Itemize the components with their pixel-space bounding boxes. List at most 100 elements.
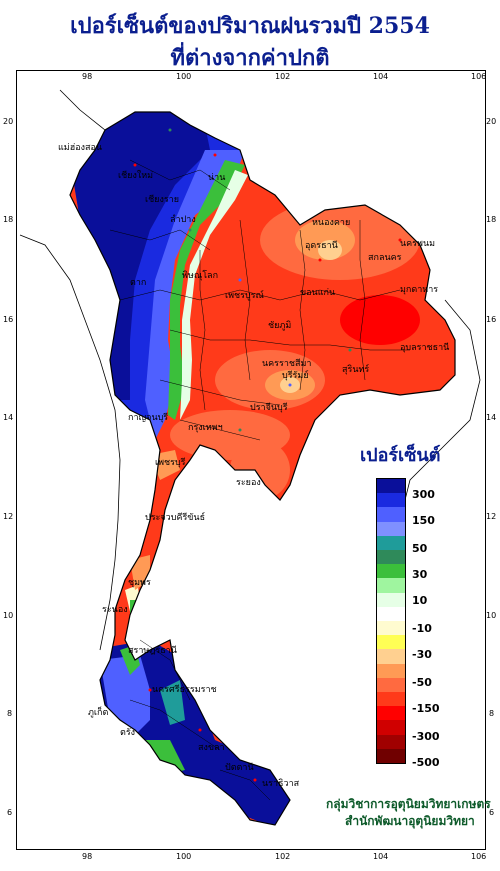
lat-tick-12-right: 12 bbox=[486, 512, 497, 521]
place-label: ตรัง bbox=[120, 728, 136, 738]
legend-swatch bbox=[377, 621, 405, 636]
lon-tick-104-top: 104 bbox=[373, 72, 389, 81]
legend-label-neg500: -500 bbox=[412, 756, 440, 769]
legend-title: เปอร์เซ็นต์ bbox=[360, 445, 441, 466]
place-label: ตาก bbox=[130, 278, 147, 288]
lat-tick-12-left: 12 bbox=[3, 512, 14, 521]
place-label: ปราจีนบุรี bbox=[250, 403, 288, 413]
place-label: น่าน bbox=[208, 173, 226, 183]
coastline-west bbox=[19, 234, 121, 651]
lon-tick-102-top: 102 bbox=[275, 72, 291, 81]
place-label: นครพนม bbox=[400, 239, 436, 249]
place-label: ปัตตานี bbox=[225, 763, 254, 773]
place-label: นครศรีธรรมราช bbox=[152, 685, 217, 695]
map-title-line-2: ที่ต่างจากค่าปกติ bbox=[170, 45, 330, 71]
lat-tick-20-left: 20 bbox=[3, 117, 14, 126]
legend-swatch bbox=[377, 677, 405, 693]
lat-tick-8-left: 8 bbox=[7, 709, 13, 718]
legend-swatch bbox=[377, 606, 405, 622]
place-label: นครราชสีมา bbox=[262, 359, 312, 369]
place-label: ชุมพร bbox=[128, 578, 151, 588]
place-label: ประจวบคีรีขันธ์ bbox=[145, 513, 206, 523]
lon-tick-98-top: 98 bbox=[82, 72, 93, 81]
lat-tick-20-right: 20 bbox=[486, 117, 497, 126]
legend-swatch bbox=[377, 521, 405, 537]
legend-swatch bbox=[377, 649, 405, 665]
lat-tick-18-right: 18 bbox=[486, 215, 497, 224]
place-label: ชัยภูมิ bbox=[268, 321, 292, 331]
legend-swatch bbox=[377, 550, 405, 565]
station-markers bbox=[133, 128, 402, 782]
lon-tick-104-bottom: 104 bbox=[373, 852, 389, 861]
legend-label-300: 300 bbox=[412, 488, 435, 501]
legend-swatch bbox=[377, 734, 405, 750]
lat-tick-10-left: 10 bbox=[3, 611, 14, 620]
lat-tick-16-left: 16 bbox=[3, 315, 14, 324]
place-label: สุรินทร์ bbox=[342, 365, 370, 375]
legend-swatch bbox=[377, 692, 405, 707]
legend-label-10: 10 bbox=[412, 594, 428, 607]
place-label: ระยอง bbox=[236, 478, 261, 488]
legend-label-neg10: -10 bbox=[412, 622, 432, 635]
lat-tick-6-right: 6 bbox=[489, 808, 495, 817]
place-label: บุรีรัมย์ bbox=[282, 371, 309, 381]
credit-line-1: กลุ่มวิชาการอุตุนิยมวิทยาเกษตร bbox=[326, 797, 491, 811]
place-label: นราธิวาส bbox=[262, 779, 300, 789]
legend-label-50: 50 bbox=[412, 542, 428, 555]
place-label: เชียงใหม่ bbox=[118, 171, 154, 181]
place-label: กาญจนบุรี bbox=[128, 413, 169, 423]
legend-swatch bbox=[377, 635, 405, 650]
lat-tick-14-right: 14 bbox=[486, 413, 497, 422]
place-label: ระนอง bbox=[102, 605, 128, 615]
place-label: พิษณุโลก bbox=[182, 271, 219, 281]
place-label: เพชรบุรี bbox=[155, 458, 186, 468]
legend-label-neg50: -50 bbox=[412, 676, 432, 689]
province-lines bbox=[109, 159, 410, 801]
legend-label-neg150: -150 bbox=[412, 702, 440, 715]
lat-tick-10-right: 10 bbox=[486, 611, 497, 620]
lat-tick-14-left: 14 bbox=[3, 413, 14, 422]
lat-tick-8-right: 8 bbox=[489, 709, 495, 718]
legend-swatch bbox=[377, 578, 405, 594]
legend-label-30: 30 bbox=[412, 568, 428, 581]
place-label: หนองคาย bbox=[312, 218, 351, 228]
legend-label-150: 150 bbox=[412, 514, 435, 527]
border-north bbox=[59, 89, 106, 131]
map-title-line-1: เปอร์เซ็นต์ของปริมาณฝนรวมปี 2554 bbox=[70, 13, 430, 39]
place-label: อุบลราชธานี bbox=[400, 343, 450, 353]
legend-label-neg300: -300 bbox=[412, 730, 440, 743]
legend-swatch bbox=[377, 706, 405, 721]
thailand-border bbox=[69, 111, 456, 826]
place-label: กรุงเทพฯ bbox=[188, 423, 223, 433]
colour-legend bbox=[376, 478, 406, 764]
credit-line-2: สำนักพัฒนาอุตุนิยมวิทยา bbox=[345, 814, 475, 828]
lon-tick-98-bottom: 98 bbox=[82, 852, 93, 861]
place-label: สงขลา bbox=[198, 743, 225, 753]
lat-tick-18-left: 18 bbox=[3, 215, 14, 224]
lat-tick-16-right: 16 bbox=[486, 315, 497, 324]
legend-swatch bbox=[377, 592, 405, 608]
place-label: แม่ฮ่องสอน bbox=[58, 143, 103, 153]
legend-swatch bbox=[377, 479, 405, 494]
lon-tick-100-top: 100 bbox=[176, 72, 192, 81]
place-label: เพชรบูรณ์ bbox=[225, 291, 264, 301]
lon-tick-102-bottom: 102 bbox=[275, 852, 291, 861]
place-label: ภูเก็ต bbox=[88, 708, 109, 718]
legend-swatch bbox=[377, 564, 405, 579]
legend-swatch bbox=[377, 720, 405, 736]
lon-tick-106-top: 106 bbox=[471, 72, 487, 81]
legend-swatch bbox=[377, 493, 405, 508]
lon-tick-100-bottom: 100 bbox=[176, 852, 192, 861]
place-label: ขอนแก่น bbox=[300, 288, 336, 298]
place-label: สกลนคร bbox=[368, 253, 402, 263]
legend-swatch bbox=[377, 535, 405, 551]
lon-tick-106-bottom: 106 bbox=[471, 852, 487, 861]
legend-swatch bbox=[377, 663, 405, 679]
place-label: สุราษฎร์ธานี bbox=[128, 646, 177, 656]
lat-tick-6-left: 6 bbox=[7, 808, 13, 817]
place-label: ลำปาง bbox=[170, 215, 196, 225]
coastline-east bbox=[399, 299, 481, 521]
place-label: มุกดาหาร bbox=[400, 285, 439, 295]
legend-label-neg30: -30 bbox=[412, 648, 432, 661]
legend-swatch bbox=[377, 748, 405, 764]
